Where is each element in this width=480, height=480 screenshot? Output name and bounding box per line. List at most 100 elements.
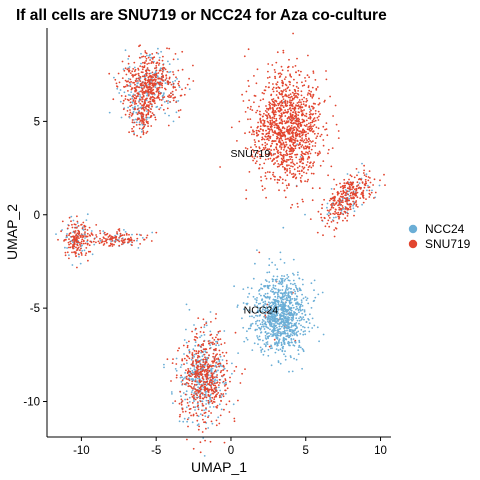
data-point bbox=[187, 378, 189, 381]
data-point bbox=[286, 102, 289, 104]
data-point bbox=[233, 370, 236, 372]
data-point bbox=[125, 234, 128, 236]
data-point bbox=[207, 399, 210, 402]
x-tick-label: 10 bbox=[374, 445, 387, 457]
data-point bbox=[192, 348, 195, 351]
data-point bbox=[322, 234, 324, 237]
data-point bbox=[199, 400, 202, 403]
data-point bbox=[73, 230, 75, 233]
data-point bbox=[191, 373, 194, 376]
data-point bbox=[152, 61, 155, 64]
data-point bbox=[270, 149, 273, 152]
data-point bbox=[163, 101, 166, 103]
data-point bbox=[297, 290, 299, 293]
data-point bbox=[109, 234, 111, 237]
data-point bbox=[233, 420, 236, 423]
data-point bbox=[85, 252, 88, 255]
data-point bbox=[325, 70, 327, 72]
data-point bbox=[198, 387, 201, 390]
data-point bbox=[261, 299, 263, 302]
data-point bbox=[311, 145, 314, 147]
data-point bbox=[186, 362, 188, 364]
data-point bbox=[255, 129, 258, 132]
data-point bbox=[146, 110, 148, 112]
data-point bbox=[335, 183, 338, 186]
data-point bbox=[310, 172, 313, 175]
data-point bbox=[169, 96, 172, 98]
data-point bbox=[295, 115, 298, 118]
data-point bbox=[183, 377, 185, 380]
data-point bbox=[214, 378, 217, 381]
data-point bbox=[293, 332, 296, 334]
data-point bbox=[157, 87, 160, 89]
data-point bbox=[303, 109, 305, 111]
data-point bbox=[273, 120, 276, 123]
data-point bbox=[349, 188, 352, 191]
data-point bbox=[158, 98, 161, 101]
data-point bbox=[119, 232, 122, 235]
data-point bbox=[295, 71, 297, 74]
data-point bbox=[197, 404, 200, 407]
data-point bbox=[293, 117, 296, 120]
data-point bbox=[276, 275, 279, 278]
data-point bbox=[155, 62, 158, 65]
data-point bbox=[242, 288, 245, 290]
data-point bbox=[131, 112, 134, 115]
data-point bbox=[292, 306, 295, 309]
data-point bbox=[238, 120, 241, 123]
data-point bbox=[201, 377, 204, 380]
data-point bbox=[211, 377, 214, 380]
data-point bbox=[303, 326, 306, 329]
data-point bbox=[208, 342, 211, 344]
data-point bbox=[309, 313, 311, 316]
data-point bbox=[291, 161, 294, 163]
data-point bbox=[282, 319, 285, 322]
data-point bbox=[185, 303, 188, 306]
data-point bbox=[124, 238, 127, 241]
data-point bbox=[195, 336, 197, 338]
data-point bbox=[282, 345, 285, 348]
data-point bbox=[341, 185, 344, 188]
data-point bbox=[201, 403, 204, 405]
data-point bbox=[291, 148, 293, 151]
data-point bbox=[224, 389, 227, 392]
data-point bbox=[129, 105, 132, 108]
data-point bbox=[288, 279, 291, 282]
data-point bbox=[290, 206, 292, 209]
data-point bbox=[217, 358, 220, 361]
data-point bbox=[147, 122, 149, 125]
data-point bbox=[273, 131, 275, 134]
data-point bbox=[281, 158, 284, 161]
data-point bbox=[163, 92, 165, 95]
data-point bbox=[308, 113, 311, 116]
data-point bbox=[289, 136, 292, 139]
data-point bbox=[361, 192, 364, 195]
data-point bbox=[331, 197, 334, 200]
data-point bbox=[191, 382, 193, 385]
data-point bbox=[256, 335, 258, 337]
data-point bbox=[270, 364, 273, 367]
data-point bbox=[295, 127, 298, 130]
data-point bbox=[135, 124, 138, 126]
data-point bbox=[133, 107, 136, 110]
data-point bbox=[306, 161, 309, 163]
data-point bbox=[233, 417, 236, 420]
data-point bbox=[314, 296, 317, 299]
data-point bbox=[190, 363, 193, 366]
data-point bbox=[260, 179, 263, 182]
data-point bbox=[89, 250, 92, 253]
data-point bbox=[66, 236, 68, 239]
data-point bbox=[275, 329, 277, 332]
data-point bbox=[288, 131, 291, 134]
data-point bbox=[76, 249, 79, 251]
data-point bbox=[339, 213, 342, 216]
data-point bbox=[131, 233, 133, 236]
data-point bbox=[337, 137, 340, 140]
data-point bbox=[282, 301, 284, 304]
data-point bbox=[275, 148, 278, 151]
data-point bbox=[295, 308, 297, 311]
data-point bbox=[205, 407, 207, 410]
data-point bbox=[82, 229, 85, 231]
data-point bbox=[140, 62, 142, 65]
data-point bbox=[286, 128, 289, 131]
